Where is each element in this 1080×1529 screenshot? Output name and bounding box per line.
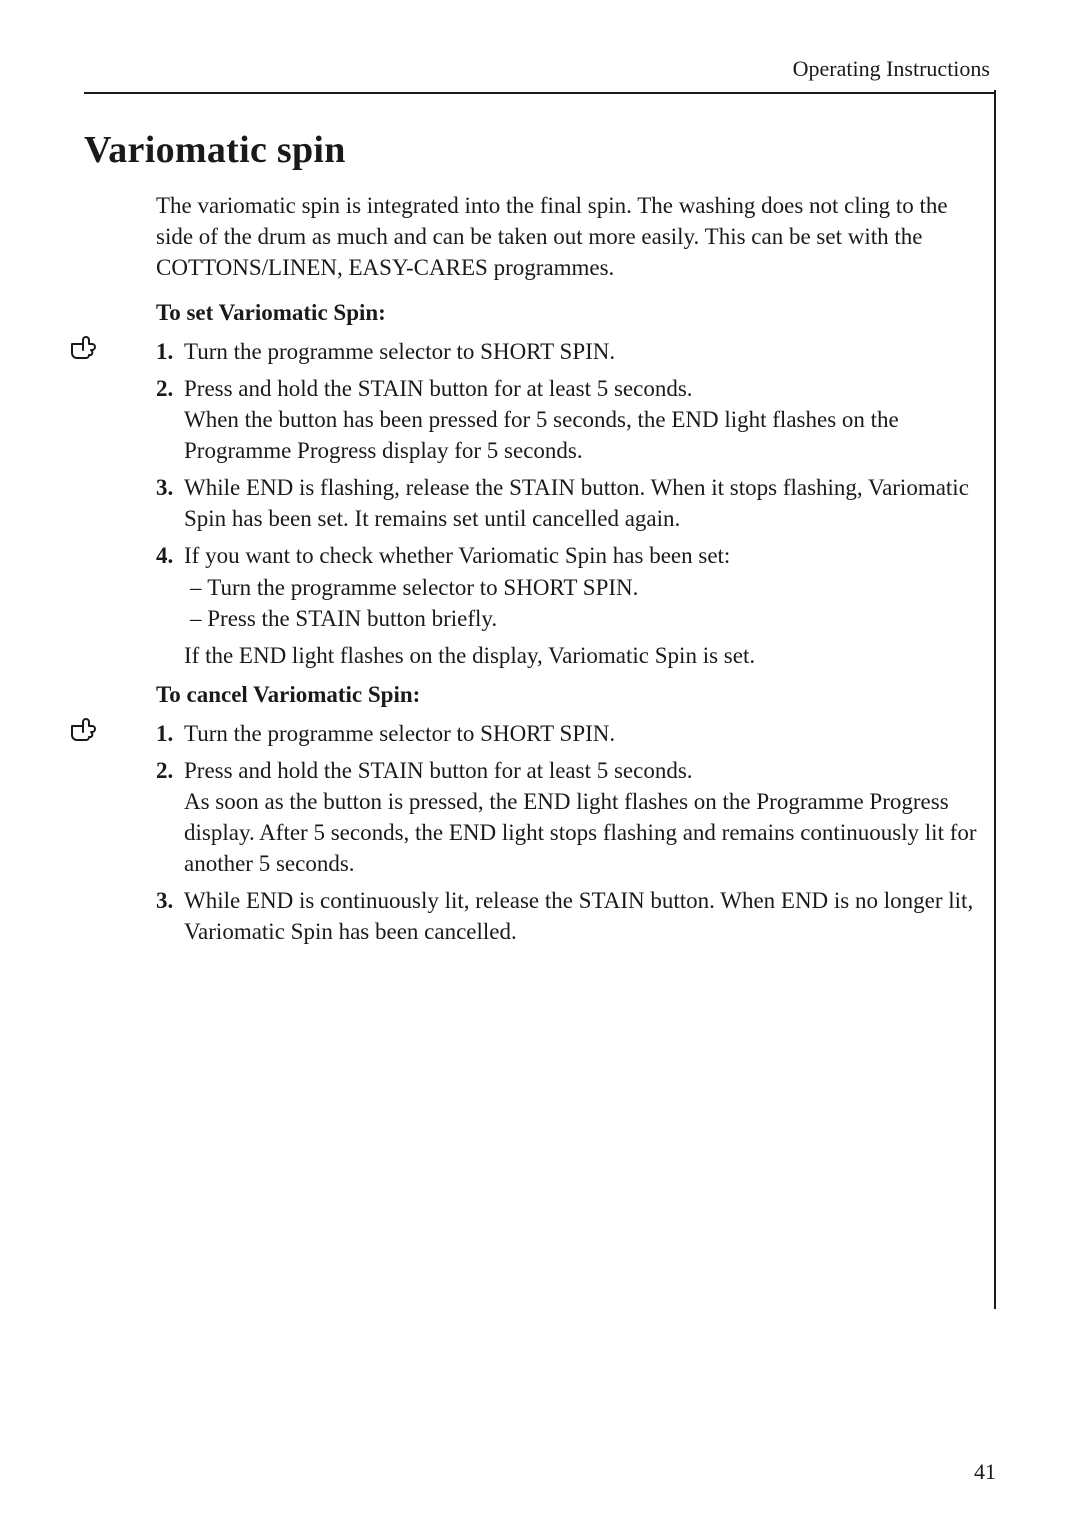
step-text: While END is flashing, release the STAIN…	[184, 475, 969, 531]
set-steps-list: Turn the programme selector to SHORT SPI…	[156, 336, 980, 670]
list-item: Press and hold the STAIN button for at l…	[156, 755, 980, 879]
cancel-steps-list: Turn the programme selector to SHORT SPI…	[156, 718, 980, 947]
sub-bullet: Turn the programme selector to SHORT SPI…	[184, 572, 980, 603]
step-text: Turn the programme selector to SHORT SPI…	[207, 575, 638, 600]
body-text: The variomatic spin is integrated into t…	[156, 190, 996, 947]
pointing-hand-icon	[70, 336, 110, 362]
step-text: Turn the programme selector to SHORT SPI…	[184, 339, 615, 364]
step-text: While END is continuously lit, release t…	[184, 888, 973, 944]
list-item: While END is flashing, release the STAIN…	[156, 472, 980, 534]
set-steps-block: Turn the programme selector to SHORT SPI…	[156, 336, 980, 670]
pointing-hand-icon	[70, 718, 110, 744]
page-number: 41	[974, 1459, 996, 1485]
step-text: As soon as the button is pressed, the EN…	[184, 789, 977, 876]
cancel-steps-block: Turn the programme selector to SHORT SPI…	[156, 718, 980, 947]
step-tail: If the END light flashes on the display,…	[184, 640, 980, 671]
step-text: Press and hold the STAIN button for at l…	[184, 376, 693, 401]
set-heading: To set Variomatic Spin:	[156, 297, 980, 328]
list-item: If you want to check whether Variomatic …	[156, 540, 980, 670]
list-item: Turn the programme selector to SHORT SPI…	[156, 718, 980, 749]
intro-paragraph: The variomatic spin is integrated into t…	[156, 190, 980, 283]
step-text: Press and hold the STAIN button for at l…	[184, 758, 693, 783]
step-text: Press the STAIN button briefly.	[207, 606, 497, 631]
running-head: Operating Instructions	[84, 56, 996, 94]
cancel-heading: To cancel Variomatic Spin:	[156, 679, 980, 710]
page: Operating Instructions Variomatic spin T…	[0, 0, 1080, 1529]
step-text: When the button has been pressed for 5 s…	[184, 407, 899, 463]
list-item: Turn the programme selector to SHORT SPI…	[156, 336, 980, 367]
vertical-rule	[994, 90, 996, 1309]
list-item: Press and hold the STAIN button for at l…	[156, 373, 980, 466]
section-title: Variomatic spin	[84, 128, 996, 172]
step-text: Turn the programme selector to SHORT SPI…	[184, 721, 615, 746]
list-item: While END is continuously lit, release t…	[156, 885, 980, 947]
sub-bullet: Press the STAIN button briefly.	[184, 603, 980, 634]
step-text: If you want to check whether Variomatic …	[184, 543, 730, 568]
